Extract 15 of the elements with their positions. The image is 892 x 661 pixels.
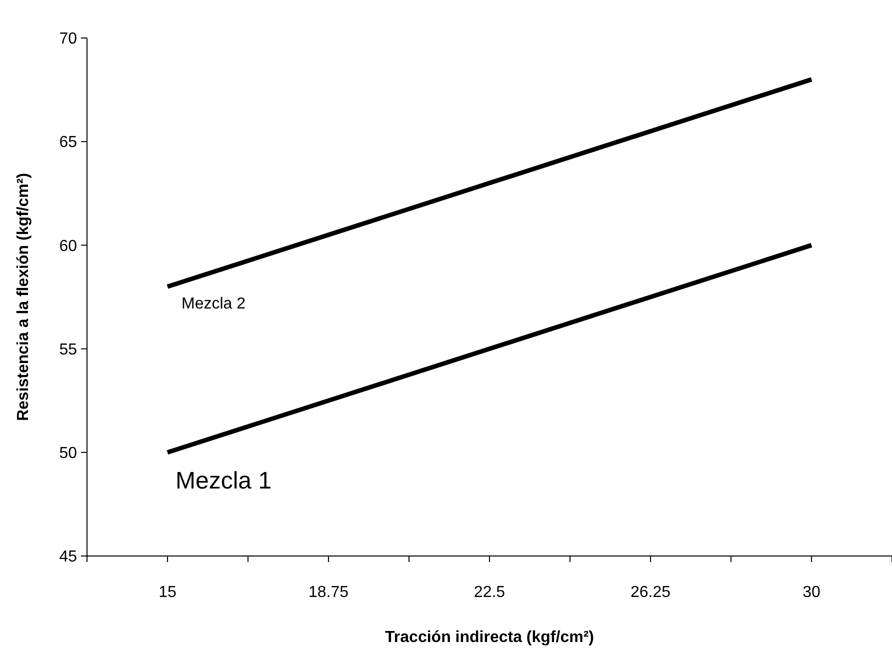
y-tick-label: 65 <box>59 134 78 152</box>
x-tick-label: 30 <box>802 584 820 601</box>
series-label: Mezcla 1 <box>176 467 272 494</box>
y-tick-label: 55 <box>59 341 78 358</box>
y-tick-label: 70 <box>59 30 78 48</box>
y-tick-label: 50 <box>59 445 78 462</box>
x-tick-label: 26.25 <box>630 584 671 601</box>
series-label: Mezcla 2 <box>182 296 246 313</box>
x-tick-label: 15 <box>158 584 176 601</box>
y-tick-label: 45 <box>59 548 78 566</box>
x-tick-label: 18.75 <box>308 584 349 601</box>
y-axis-title: Resistencia a la flexión (kgf/cm²) <box>15 172 32 422</box>
x-tick-label: 22.5 <box>474 584 506 601</box>
x-axis-title: Tracción indirecta (kgf/cm²) <box>385 629 594 646</box>
y-tick-label: 60 <box>59 238 78 255</box>
